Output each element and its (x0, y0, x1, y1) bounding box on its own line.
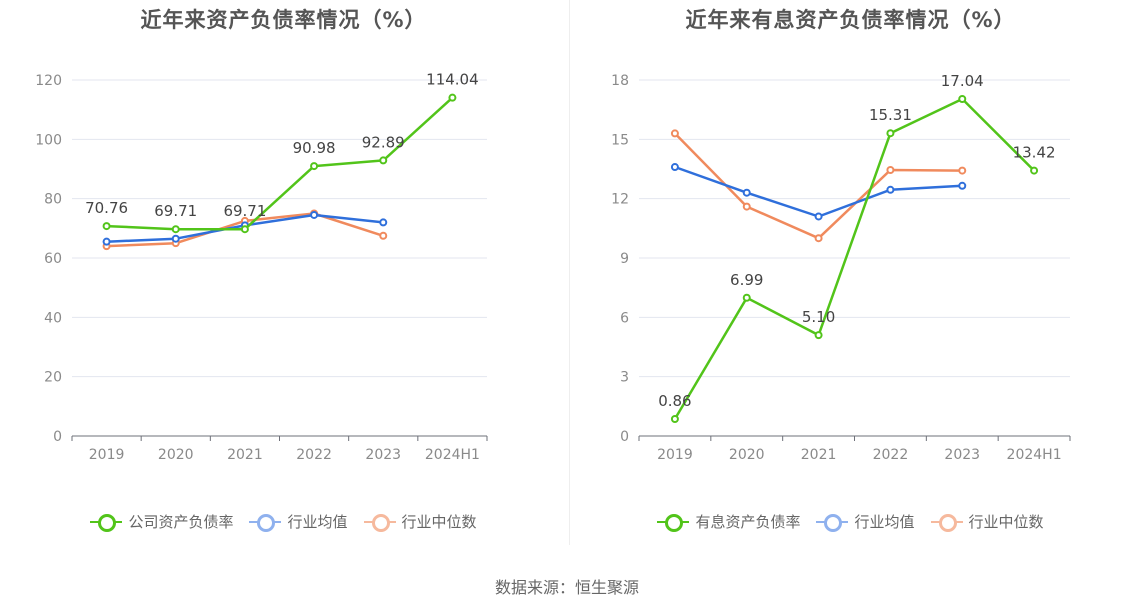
y-tick-label: 100 (35, 132, 62, 148)
data-point-company (102, 222, 111, 231)
data-point-industry-median (886, 165, 895, 174)
x-tick-label: 2019 (89, 447, 125, 463)
legend-item-company[interactable]: 有息资产负债率 (657, 511, 800, 532)
y-tick-label: 120 (35, 73, 62, 89)
series-line-company (106, 96, 454, 231)
series-line-company (673, 97, 1035, 420)
left-chart-svg: 0 20 40 60 80 100 120 2019 2020 2021 2022 2023 2024H… (35, 71, 488, 463)
data-label: 114.04 (426, 71, 479, 89)
legend-symbol (363, 512, 396, 532)
legend-item-company[interactable]: 公司资产负债率 (90, 511, 233, 532)
right-chart-legend: 有息资产负债率 行业均值 行业中位数 (567, 511, 1134, 532)
x-tick-label: 2021 (227, 447, 263, 463)
data-label: 13.42 (1013, 144, 1056, 162)
data-point-company (670, 414, 679, 423)
y-tick-label: 6 (620, 310, 629, 326)
y-tick-label: 18 (611, 73, 629, 89)
data-point-industry-mean (886, 185, 895, 194)
data-label: 0.86 (658, 392, 691, 410)
x-tick-label: 2022 (296, 447, 332, 463)
data-point-company (1030, 166, 1039, 175)
data-point-company (240, 225, 249, 234)
data-point-industry-mean (742, 188, 751, 197)
data-point-industry-mean (958, 181, 967, 190)
y-tick-label: 0 (53, 429, 62, 445)
data-point-industry-median (958, 166, 967, 175)
left-chart-legend: 公司资产负债率 行业均值 行业中位数 (0, 511, 567, 532)
data-point-industry-median (379, 231, 388, 240)
legend-label: 行业均值 (854, 513, 915, 531)
legend-label: 行业均值 (287, 513, 348, 531)
x-tick-label: 2019 (657, 447, 693, 463)
legend-symbol (930, 512, 963, 532)
panel-divider (569, 0, 570, 545)
y-tick-label: 3 (620, 370, 629, 386)
legend-label: 行业中位数 (401, 513, 477, 531)
y-tick-label: 60 (44, 251, 62, 267)
data-point-industry-median (670, 129, 679, 138)
data-label: 15.31 (869, 106, 912, 124)
y-tick-label: 12 (611, 192, 629, 208)
data-label: 69.71 (223, 202, 266, 220)
data-point-company (958, 94, 967, 103)
left-chart-panel: 近年来资产负债率情况（%） 0 20 40 60 80 100 120 2019 2020 202… (0, 0, 567, 545)
data-point-company (310, 162, 319, 171)
series-line-industry-mean (674, 165, 963, 218)
chart-title: 近年来资产负债率情况（%） (140, 8, 427, 32)
legend-label: 公司资产负债率 (128, 513, 234, 531)
legend-symbol (90, 512, 123, 532)
data-point-company (448, 93, 457, 102)
y-tick-label: 15 (611, 132, 629, 148)
data-label: 70.76 (85, 199, 128, 217)
y-tick-label: 9 (620, 251, 629, 267)
data-point-industry-mean (814, 212, 823, 221)
y-tick-label: 20 (44, 370, 62, 386)
right-chart-panel: 近年来有息资产负债率情况（%） 0 3 6 9 12 15 18 2019 2020 2021 20… (567, 0, 1134, 545)
data-point-company (742, 293, 751, 302)
x-tick-label: 2020 (729, 447, 765, 463)
data-point-industry-median (742, 202, 751, 211)
data-label: 5.10 (802, 308, 835, 326)
right-chart-svg: 0 3 6 9 12 15 18 2019 2020 2021 2022 2023 2024H1 0.86… (611, 72, 1071, 463)
data-point-industry-median (814, 234, 823, 243)
data-point-company (886, 129, 895, 138)
x-tick-label: 2023 (944, 447, 980, 463)
data-point-industry-mean (102, 237, 111, 246)
legend-item-industry-median[interactable]: 行业中位数 (930, 511, 1044, 532)
data-point-industry-mean (379, 218, 388, 227)
y-tick-label: 40 (44, 310, 62, 326)
x-tick-label: 2023 (365, 447, 401, 463)
legend-symbol (657, 512, 690, 532)
data-source-note: 数据来源：恒生聚源 (494, 578, 639, 597)
chart-title: 近年来有息资产负债率情况（%） (685, 8, 1016, 32)
legend-symbol (249, 512, 282, 532)
legend-item-industry-mean[interactable]: 行业均值 (249, 511, 348, 532)
legend-item-industry-median[interactable]: 行业中位数 (363, 511, 477, 532)
x-tick-label: 2024H1 (425, 447, 480, 463)
data-label: 17.04 (941, 72, 984, 90)
y-tick-label: 0 (620, 429, 629, 445)
x-tick-label: 2021 (801, 447, 837, 463)
data-point-company (379, 156, 388, 165)
legend-label: 有息资产负债率 (695, 513, 801, 531)
data-point-company (171, 225, 180, 234)
x-tick-label: 2022 (873, 447, 909, 463)
data-point-industry-mean (171, 234, 180, 243)
data-label: 69.71 (154, 202, 197, 220)
data-label: 90.98 (293, 139, 336, 157)
x-tick-label: 2024H1 (1007, 447, 1062, 463)
y-tick-label: 80 (44, 192, 62, 208)
series-line-industry-median (674, 132, 963, 240)
data-point-company (814, 331, 823, 340)
data-point-industry-mean (670, 163, 679, 172)
x-tick-label: 2020 (158, 447, 194, 463)
legend-item-industry-mean[interactable]: 行业均值 (816, 511, 915, 532)
data-label: 6.99 (730, 271, 763, 289)
legend-symbol (816, 512, 849, 532)
legend-label: 行业中位数 (968, 513, 1044, 531)
data-label: 92.89 (362, 133, 405, 151)
data-point-industry-mean (310, 210, 319, 219)
